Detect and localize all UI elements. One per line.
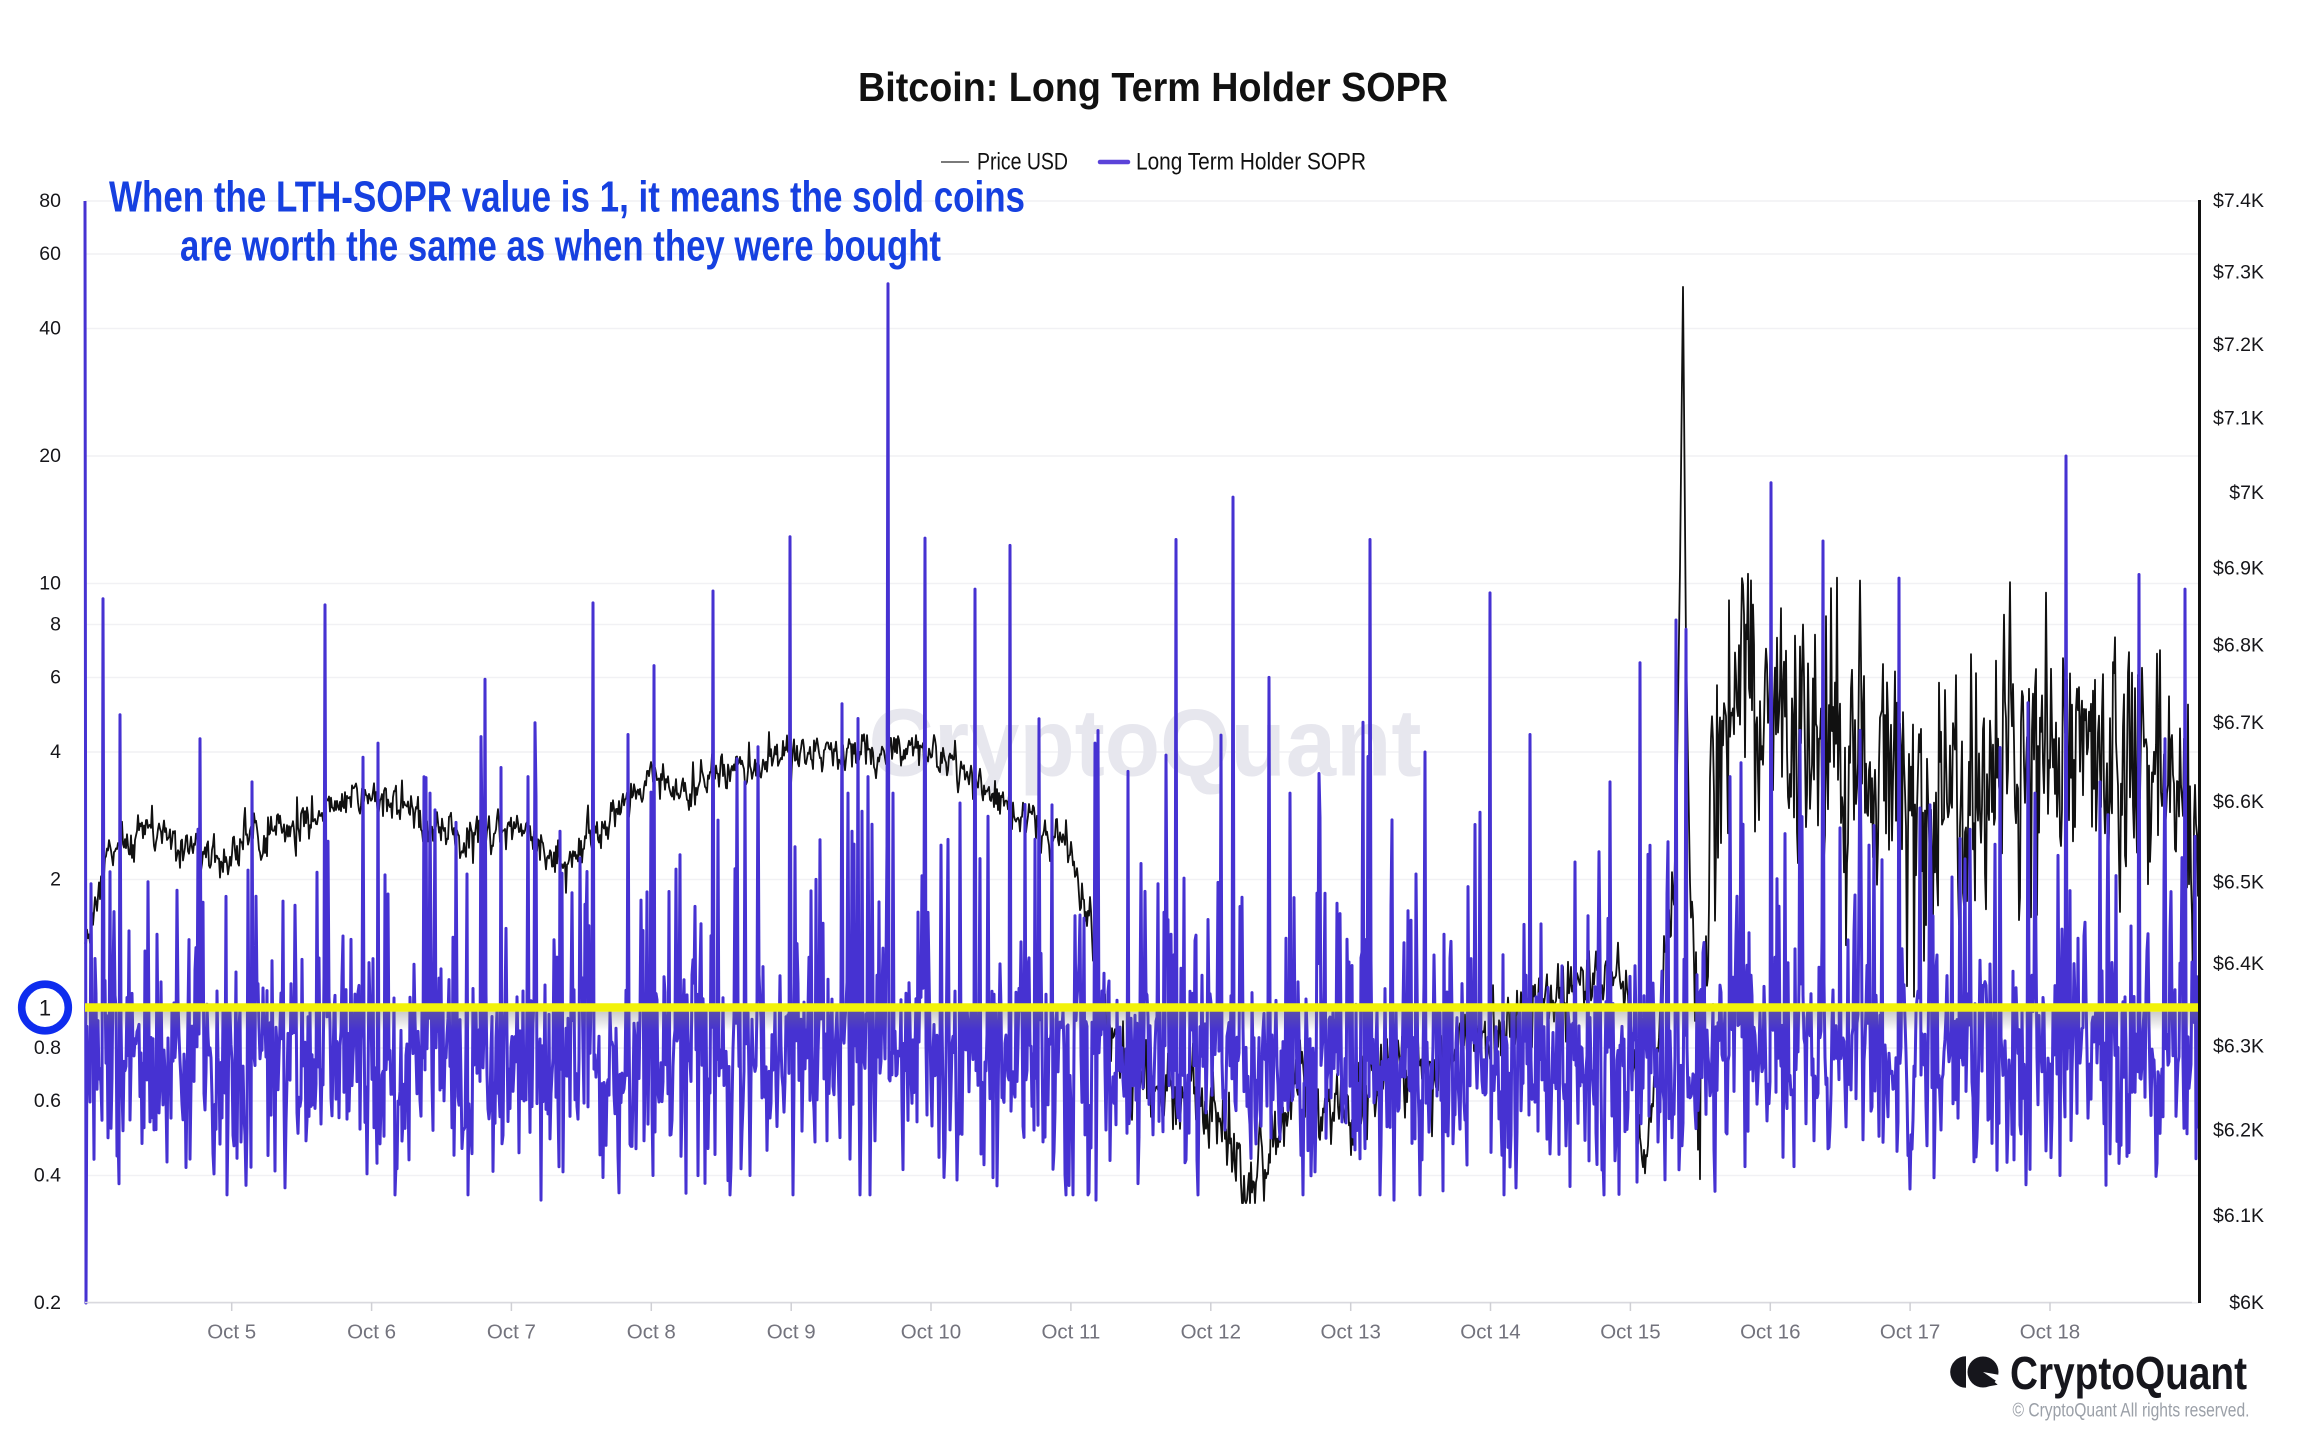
svg-text:$7K: $7K <box>2229 482 2264 504</box>
svg-text:Oct 12: Oct 12 <box>1181 1321 1241 1344</box>
svg-text:CryptoQuant: CryptoQuant <box>2010 1347 2247 1399</box>
svg-text:$7.3K: $7.3K <box>2213 262 2264 284</box>
svg-text:0.4: 0.4 <box>34 1165 61 1187</box>
svg-text:Oct 14: Oct 14 <box>1460 1321 1520 1344</box>
svg-text:Oct 10: Oct 10 <box>901 1321 961 1344</box>
svg-text:When the LTH-SOPR value is 1,: When the LTH-SOPR value is 1, it means t… <box>109 173 1025 222</box>
svg-text:$7.1K: $7.1K <box>2213 407 2264 429</box>
svg-text:1: 1 <box>39 996 51 1021</box>
svg-text:0.6: 0.6 <box>34 1090 61 1112</box>
svg-text:8: 8 <box>50 614 61 636</box>
svg-text:0.2: 0.2 <box>34 1292 61 1314</box>
svg-text:60: 60 <box>39 243 61 265</box>
svg-text:$6.4K: $6.4K <box>2213 953 2264 975</box>
svg-text:Oct 8: Oct 8 <box>627 1321 676 1344</box>
svg-text:$6K: $6K <box>2229 1292 2264 1314</box>
svg-text:$7.2K: $7.2K <box>2213 334 2264 356</box>
svg-text:Bitcoin: Long Term Holder SOPR: Bitcoin: Long Term Holder SOPR <box>858 64 1448 110</box>
svg-text:$6.9K: $6.9K <box>2213 558 2264 580</box>
svg-text:Oct 9: Oct 9 <box>767 1321 816 1344</box>
svg-text:Oct 15: Oct 15 <box>1600 1321 1660 1344</box>
svg-text:$6.2K: $6.2K <box>2213 1120 2264 1142</box>
svg-text:Oct 6: Oct 6 <box>347 1321 396 1344</box>
svg-text:Long Term Holder SOPR: Long Term Holder SOPR <box>1136 149 1366 176</box>
svg-text:are worth the same as when the: are worth the same as when they were bou… <box>180 222 941 271</box>
svg-text:© CryptoQuant All rights reser: © CryptoQuant All rights reserved. <box>2013 1401 2250 1422</box>
svg-text:$6.1K: $6.1K <box>2213 1205 2264 1227</box>
svg-text:$6.3K: $6.3K <box>2213 1036 2264 1058</box>
svg-text:Oct 18: Oct 18 <box>2020 1321 2080 1344</box>
svg-text:$6.5K: $6.5K <box>2213 871 2264 893</box>
svg-text:2: 2 <box>50 869 61 891</box>
svg-text:CryptoQuant: CryptoQuant <box>869 690 1422 797</box>
svg-text:Oct 11: Oct 11 <box>1041 1321 1100 1344</box>
svg-text:Oct 17: Oct 17 <box>1880 1321 1940 1344</box>
svg-text:Price USD: Price USD <box>977 149 1068 176</box>
svg-text:$6.7K: $6.7K <box>2213 712 2264 734</box>
svg-text:6: 6 <box>50 667 61 689</box>
svg-text:10: 10 <box>39 573 61 595</box>
svg-text:$6.6K: $6.6K <box>2213 791 2264 813</box>
svg-text:Oct 16: Oct 16 <box>1740 1321 1800 1344</box>
svg-text:Oct 5: Oct 5 <box>207 1321 256 1344</box>
svg-text:Oct 7: Oct 7 <box>487 1321 536 1344</box>
svg-text:$6.8K: $6.8K <box>2213 634 2264 656</box>
svg-text:4: 4 <box>50 741 61 763</box>
svg-text:$7.4K: $7.4K <box>2213 190 2264 212</box>
svg-text:0.8: 0.8 <box>34 1037 61 1059</box>
svg-text:80: 80 <box>39 190 61 212</box>
svg-text:Oct 13: Oct 13 <box>1321 1321 1381 1344</box>
svg-text:20: 20 <box>39 445 61 467</box>
svg-text:40: 40 <box>39 318 61 340</box>
